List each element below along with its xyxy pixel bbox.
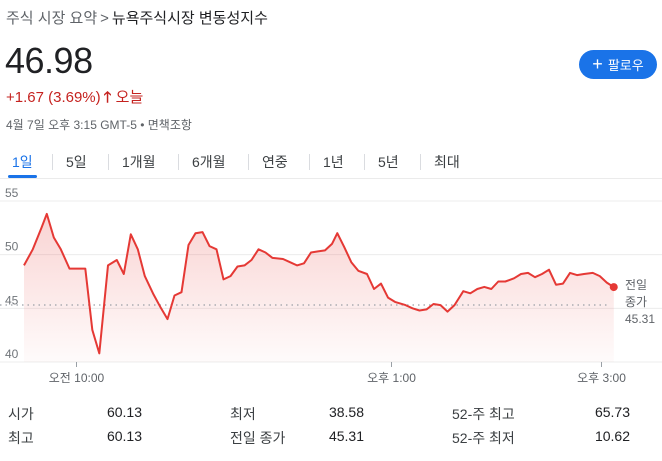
arrow-up-icon: 🡑	[103, 89, 112, 106]
stat-value: 45.31	[328, 428, 364, 444]
stat-label: 시가	[8, 406, 34, 422]
tab-separator	[178, 154, 179, 170]
tab-6[interactable]: 5년	[378, 154, 399, 170]
price-change: +1.67 (3.69%) 🡑 오늘	[6, 86, 143, 112]
breadcrumb: 주식 시장 요약 > 뉴욕주식시장 변동성지수	[6, 7, 268, 28]
plus-icon: +	[592, 53, 603, 74]
stat-label: 최저	[230, 406, 256, 422]
tab-4[interactable]: 연중	[262, 154, 288, 170]
price-line	[23, 212, 615, 355]
tab-2[interactable]: 1개월	[122, 154, 156, 170]
x-tick-label: 오후 3:00	[577, 371, 626, 385]
tab-separator	[248, 154, 249, 170]
price-area-fill	[24, 213, 614, 362]
x-tick-label: 오후 1:00	[367, 371, 416, 385]
stats-row: 시가 60.13 최저 38.58 52-주 최고 65.73	[0, 404, 662, 426]
stat-value: 38.58	[328, 404, 364, 420]
x-tick-label: 오전 10:00	[49, 371, 105, 385]
follow-button-label: 팔로우	[607, 58, 644, 73]
breadcrumb-separator: >	[100, 10, 109, 27]
follow-button[interactable]: + 팔로우	[579, 50, 657, 79]
tab-separator	[364, 154, 365, 170]
range-tabs: 1일 5일 1개월 6개월 연중 1년 5년 최대	[0, 148, 662, 178]
last-price-dot	[609, 283, 618, 292]
stat-label: 52-주 최저	[452, 430, 515, 446]
previous-close-label: 전일	[625, 278, 647, 292]
price-change-period: 오늘	[115, 89, 144, 106]
stat-value: 10.62	[594, 428, 630, 444]
tab-3[interactable]: 6개월	[192, 154, 226, 170]
stat-value: 60.13	[106, 428, 142, 444]
stat-value: 65.73	[594, 404, 630, 420]
stat-label: 최고	[8, 430, 34, 446]
breadcrumb-root-link[interactable]: 주식 시장 요약	[6, 10, 98, 27]
tab-7[interactable]: 최대	[434, 154, 460, 170]
stat-label: 52-주 최고	[452, 406, 515, 422]
y-tick-label: 40	[5, 347, 19, 361]
price-change-value: +1.67 (3.69%)	[6, 89, 101, 106]
tab-1[interactable]: 5일	[66, 154, 87, 170]
y-tick-label: 55	[5, 186, 19, 200]
tab-separator	[420, 154, 421, 170]
tab-separator	[52, 154, 53, 170]
stats-row: 최고 60.13 전일 종가 45.31 52-주 최저 10.62	[0, 428, 662, 450]
current-price: 46.98	[5, 40, 93, 81]
stat-value: 60.13	[106, 404, 142, 420]
tab-separator	[108, 154, 109, 170]
tab-separator	[309, 154, 310, 170]
quote-timestamp: 4월 7일 오후 3:15 GMT-5 • 면책조항	[6, 118, 192, 132]
stat-label: 전일 종가	[230, 430, 286, 446]
y-tick-label: 50	[5, 240, 19, 254]
y-tick-label: 45	[5, 293, 19, 307]
breadcrumb-current: 뉴욕주식시장 변동성지수	[111, 10, 268, 27]
previous-close-value: 45.31	[625, 312, 655, 326]
previous-close-label: 종가	[625, 295, 647, 309]
tabs-divider	[0, 178, 662, 179]
tab-0[interactable]: 1일	[4, 148, 41, 178]
tab-5[interactable]: 1년	[323, 154, 344, 170]
